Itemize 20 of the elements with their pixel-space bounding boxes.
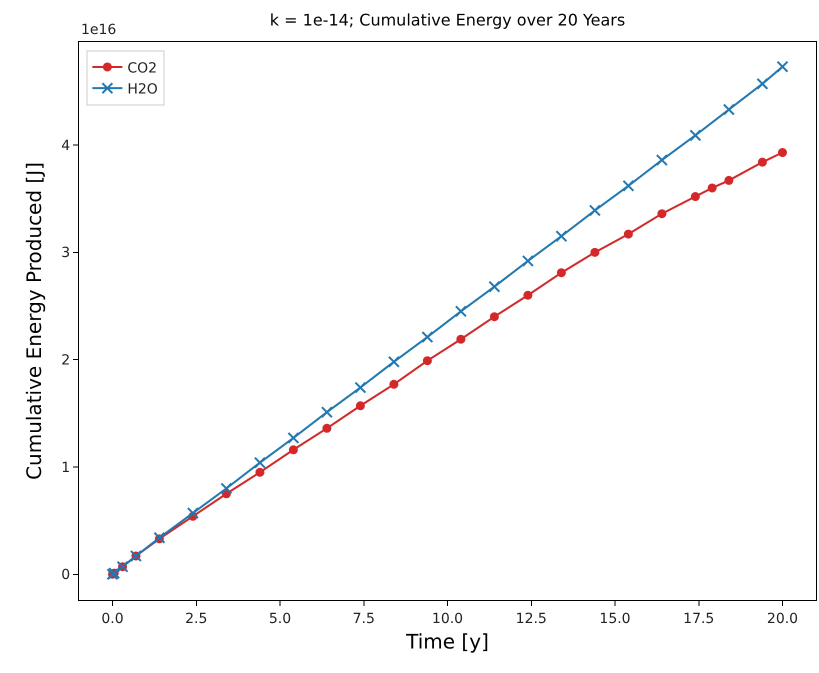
x-tick-label: 0.0 xyxy=(101,610,124,627)
x-tick-label: 5.0 xyxy=(268,610,292,627)
x-tick-label: 17.5 xyxy=(683,610,714,627)
x-tick-label: 20.0 xyxy=(766,610,798,627)
x-tick-label: 7.5 xyxy=(352,610,375,627)
x-tick-label: 15.0 xyxy=(599,610,631,627)
x-tick-label: 2.5 xyxy=(185,610,208,627)
chart-title: k = 1e-14; Cumulative Energy over 20 Years xyxy=(270,10,626,30)
text: 1e16 xyxy=(81,22,116,38)
legend-label: H2O xyxy=(127,82,158,98)
y-tick-label: 2 xyxy=(61,352,70,369)
x-tick-label: 10.0 xyxy=(432,610,464,627)
legend-label: CO2 xyxy=(127,60,158,76)
x-tick-label: 12.5 xyxy=(516,610,547,627)
y-tick-label: 3 xyxy=(61,245,70,262)
y-axis-title: Cumulative Energy Produced [J] xyxy=(22,162,46,480)
y-tick-label: 0 xyxy=(61,567,70,584)
x-axis-title: Time [y] xyxy=(405,629,489,654)
y-tick-label: 1 xyxy=(61,460,70,476)
y-tick-label: 4 xyxy=(61,138,70,154)
